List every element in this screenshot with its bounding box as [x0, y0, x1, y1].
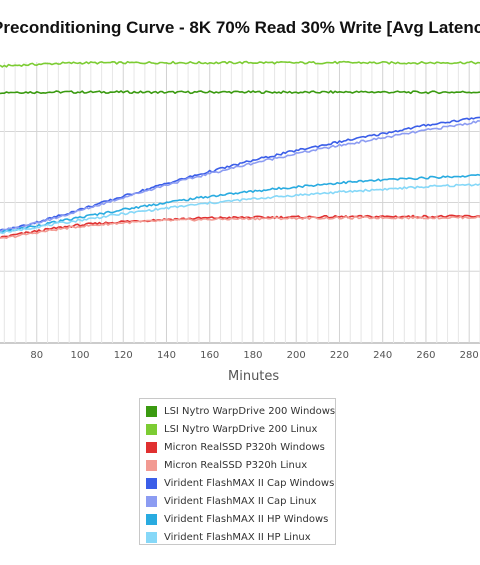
- legend-item: LSI Nytro WarpDrive 200 Windows: [140, 402, 335, 420]
- x-tick-label: 200: [287, 350, 306, 360]
- series-line-lsi-nytro-warpdrive-200-linux: [0, 60, 480, 68]
- legend-label: LSI Nytro WarpDrive 200 Windows: [164, 405, 336, 417]
- series-line-virident-flashmax-ii-hp-windows: [0, 173, 480, 234]
- legend-swatch: [146, 441, 157, 453]
- legend-item: Virident FlashMAX II Cap Linux: [140, 492, 335, 510]
- legend-label: Virident FlashMAX II Cap Windows: [164, 477, 335, 489]
- legend-swatch: [146, 405, 157, 417]
- legend-swatch: [146, 531, 157, 543]
- legend-swatch: [146, 423, 157, 435]
- legend: LSI Nytro WarpDrive 200 Windows LSI Nytro…: [139, 398, 336, 545]
- x-tick-label: 140: [157, 350, 176, 360]
- x-tick-label: 280: [460, 350, 479, 360]
- x-tick-label: 160: [200, 350, 219, 360]
- chart-title: Preconditioning Curve - 8K 70% Read 30% …: [0, 18, 480, 37]
- x-tick-label: 220: [330, 350, 349, 360]
- series-line-lsi-nytro-warpdrive-200-windows: [0, 90, 480, 95]
- series-line-micron-realssd-p320h-linux: [0, 215, 480, 239]
- grid-lines: [0, 62, 480, 344]
- x-tick-label: 100: [70, 350, 89, 360]
- legend-label: Virident FlashMAX II HP Windows: [164, 513, 329, 525]
- plot-area: 80 100 120 140 160 180 200 220 240 260 280: [0, 60, 480, 360]
- series-line-virident-flashmax-ii-cap-linux: [0, 120, 480, 233]
- x-tick-labels: 80 100 120 140 160 180 200 220 240 260 280: [30, 350, 478, 360]
- legend-swatch: [146, 459, 157, 471]
- legend-swatch: [146, 477, 157, 489]
- legend-item: Micron RealSSD P320h Windows: [140, 438, 335, 456]
- series-lines: [0, 60, 480, 239]
- x-tick-label: 80: [30, 350, 43, 360]
- x-tick-label: 180: [243, 350, 262, 360]
- legend-item: LSI Nytro WarpDrive 200 Linux: [140, 420, 335, 438]
- legend-label: LSI Nytro WarpDrive 200 Linux: [164, 423, 318, 435]
- legend-label: Virident FlashMAX II Cap Linux: [164, 495, 317, 507]
- x-tick-label: 260: [416, 350, 435, 360]
- series-line-virident-flashmax-ii-hp-linux: [0, 183, 480, 235]
- x-tick-label: 240: [373, 350, 392, 360]
- legend-item: Virident FlashMAX II Cap Windows: [140, 474, 335, 492]
- legend-swatch: [146, 495, 157, 507]
- x-axis-label: Minutes: [228, 369, 280, 384]
- legend-label: Micron RealSSD P320h Linux: [164, 459, 308, 471]
- series-line-virident-flashmax-ii-cap-windows: [0, 116, 480, 232]
- legend-item: Virident FlashMAX II HP Linux: [140, 528, 335, 546]
- x-tick-label: 120: [114, 350, 133, 360]
- legend-swatch: [146, 513, 157, 525]
- legend-item: Virident FlashMAX II HP Windows: [140, 510, 335, 528]
- legend-label: Micron RealSSD P320h Windows: [164, 441, 325, 453]
- legend-item: Micron RealSSD P320h Linux: [140, 456, 335, 474]
- legend-label: Virident FlashMAX II HP Linux: [164, 531, 311, 543]
